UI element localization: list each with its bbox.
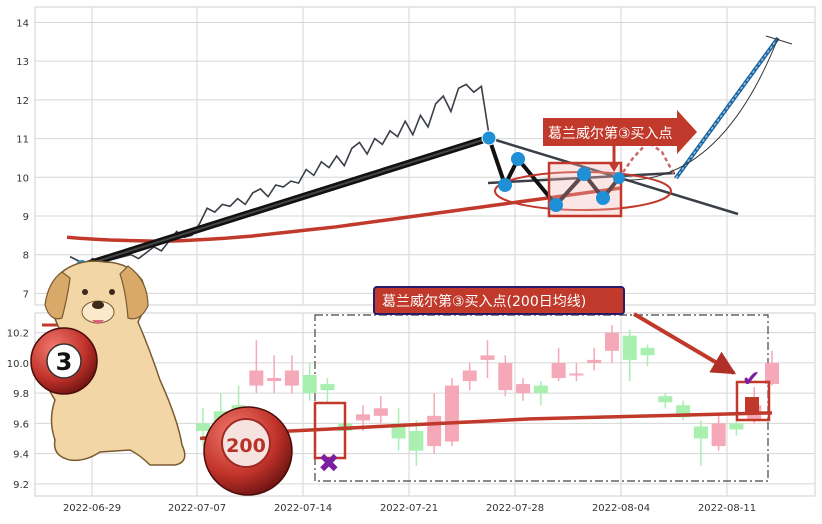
bottom-grid (35, 313, 815, 496)
buy-box (735, 380, 771, 422)
bottom-ma200-series-line (199, 411, 773, 441)
dog-ear-right (119, 265, 149, 320)
pivot-point (481, 130, 497, 146)
dog-eye (82, 289, 88, 295)
candle-body (693, 426, 708, 439)
candle-body (302, 375, 317, 394)
dog-ear-left (44, 271, 71, 320)
projection-zigzag (617, 140, 678, 179)
x-tick-label: 2022-07-28 (486, 503, 544, 514)
candle-body (533, 385, 548, 394)
bottom-y-axis: 9.2 9.4 9.6 9.8 10.0 10.2 (7, 329, 29, 491)
ball-200-label: 200 (226, 435, 266, 457)
candle-body (622, 335, 637, 360)
top-y-tick-label: 14 (16, 18, 29, 29)
candle-body (320, 384, 335, 391)
candle-body (765, 362, 779, 385)
x-tick-label: 2022-07-21 (380, 503, 438, 514)
fail-box (313, 401, 347, 460)
bottom-y-tick-label: 9.4 (13, 450, 29, 461)
dog-body (39, 260, 186, 466)
ball-200-label-bg (221, 418, 271, 468)
x-tick-label: 2022-07-07 (168, 503, 226, 514)
candle-body (267, 378, 282, 382)
candle-body (729, 423, 744, 430)
pivot-point (596, 191, 610, 205)
x-tick-label: 2022-08-04 (592, 503, 650, 514)
bottom-annotation-arrow (632, 312, 737, 375)
top-y-tick-label: 7 (23, 289, 29, 300)
top-y-tick-label: 10 (16, 173, 29, 184)
check-mark-icon: ✔ (742, 367, 760, 392)
candle-body (711, 423, 726, 447)
pivot-point (613, 172, 625, 184)
candle-body (640, 347, 655, 356)
candle-body (284, 370, 299, 386)
top-y-tick-label: 8 (23, 251, 29, 262)
top-y-tick-label: 11 (16, 135, 29, 146)
top-annotation-callout: 葛兰威尔第③买入点 (543, 110, 697, 172)
candle-body (569, 373, 584, 376)
dog-eye (109, 289, 115, 295)
bottom-annotation-text: 葛兰威尔第③买入点(200日均线) (382, 293, 586, 310)
top-y-axis: 7 8 9 10 11 12 13 14 (16, 18, 29, 300)
candle-body (480, 355, 495, 360)
breakout-line-dash (675, 37, 779, 179)
bottom-annotation-callout: 葛兰威尔第③买入点(200日均线) (373, 286, 737, 375)
annotation-arrow-shape (543, 110, 697, 154)
top-annotation-text: 葛兰威尔第③买入点 (548, 125, 673, 142)
pivot-point (549, 198, 563, 212)
candle-body (196, 423, 210, 431)
candle-body (587, 359, 602, 363)
candle-body (551, 362, 566, 379)
breakout-curve (619, 37, 779, 181)
cross-mark-icon: ✖ (318, 449, 340, 479)
candle-body (498, 362, 513, 391)
buy-candle (745, 397, 759, 412)
candle-body (409, 430, 424, 451)
pivot-points (76, 130, 625, 272)
ball-three: 3 (30, 327, 98, 395)
bottom-y-tick-label: 9.2 (13, 480, 29, 491)
top-price-line (69, 83, 490, 266)
pivot-point (577, 167, 591, 181)
top-y-tick-label: 9 (23, 212, 29, 223)
x-axis: 2022-06-29 2022-07-07 2022-07-14 2022-07-21… (63, 503, 756, 514)
top-y-tick-label: 12 (16, 96, 29, 107)
dog-illustration (39, 260, 186, 466)
dog-nose (92, 301, 104, 309)
candle-body (249, 370, 264, 386)
ball-three-label-bg (46, 343, 82, 379)
ball-two-hundred: 200 (203, 406, 293, 496)
candle-body (373, 408, 388, 416)
pivot-point (511, 152, 525, 166)
bottom-y-tick-label: 9.6 (13, 419, 29, 430)
top-y-tick-label: 13 (16, 57, 29, 68)
candle-body (444, 385, 459, 442)
bottom-ma200-line (199, 411, 773, 441)
x-tick-label: 2022-08-11 (698, 503, 756, 514)
candle-body (516, 384, 531, 394)
ball-three-label: 3 (56, 348, 73, 376)
candle-body (356, 414, 371, 421)
candle-body (658, 396, 673, 403)
candle-body (604, 332, 619, 351)
dog-tongue (92, 320, 104, 324)
bottom-y-tick-label: 10.2 (7, 329, 29, 340)
candle-body (427, 415, 442, 447)
bottom-y-tick-label: 10.0 (7, 359, 29, 370)
candle-body (462, 370, 477, 382)
bottom-y-tick-label: 9.8 (13, 389, 29, 400)
breakout-cap (765, 35, 793, 45)
x-tick-label: 2022-06-29 (63, 503, 121, 514)
pivot-point (498, 178, 512, 192)
annotation-pointer-head (608, 162, 620, 172)
bottom-annotation-box (373, 286, 625, 315)
uptrend-line-highlight (81, 137, 490, 267)
x-tick-label: 2022-07-14 (274, 503, 332, 514)
candlesticks (196, 325, 779, 466)
price-series-line (69, 83, 490, 266)
